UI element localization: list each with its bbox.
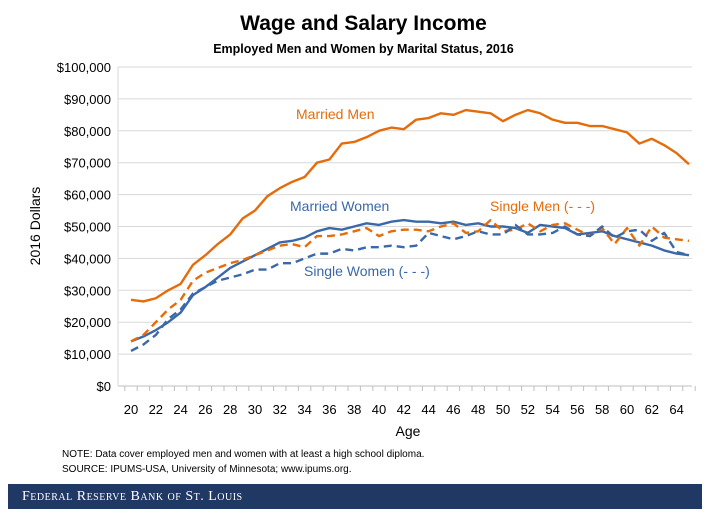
- x-tick-label: 38: [347, 402, 361, 417]
- chart-title: Wage and Salary Income: [240, 12, 487, 35]
- source-text: SOURCE: IPUMS-USA, University of Minneso…: [62, 464, 352, 475]
- y-tick-label: $60,000: [64, 188, 111, 203]
- x-tick-label: 26: [198, 402, 212, 417]
- x-tick-label: 34: [297, 402, 311, 417]
- y-tick-label: $80,000: [64, 124, 111, 139]
- x-axis-label: Age: [396, 423, 421, 439]
- footer-bar: Federal Reserve Bank of St. Louis: [8, 484, 702, 509]
- series-line-married-women: [130, 218, 690, 343]
- y-tick-label: $20,000: [64, 315, 111, 330]
- y-tick-label: $90,000: [64, 92, 111, 107]
- series-line-single-women: [130, 223, 690, 352]
- y-tick-label: $50,000: [64, 220, 111, 235]
- x-tick-label: 48: [471, 402, 485, 417]
- y-axis-label: 2016 Dollars: [27, 187, 43, 266]
- x-tick-label: 58: [595, 402, 609, 417]
- x-tick-label: 46: [446, 402, 460, 417]
- x-tick-label: 44: [421, 402, 435, 417]
- x-tick-label: 30: [248, 402, 262, 417]
- x-tick-label: 62: [645, 402, 659, 417]
- y-tick-label: $0: [97, 379, 111, 394]
- x-tick-label: 24: [173, 402, 187, 417]
- y-tick-label: $10,000: [64, 347, 111, 362]
- x-tick-label: 56: [570, 402, 584, 417]
- x-tick-label: 20: [124, 402, 138, 417]
- x-tick-label: 60: [620, 402, 634, 417]
- x-tick-label: 64: [669, 402, 683, 417]
- series-line-married-men: [130, 108, 690, 303]
- y-tick-label: $30,000: [64, 283, 111, 298]
- chart-subtitle: Employed Men and Women by Marital Status…: [213, 42, 514, 56]
- brand-logo-text: Federal Reserve Bank of St. Louis: [22, 489, 243, 504]
- x-tick-label: 50: [496, 402, 510, 417]
- x-tick-label: 42: [397, 402, 411, 417]
- x-tick-label: 28: [223, 402, 237, 417]
- note-text: NOTE: Data cover employed men and women …: [62, 449, 425, 460]
- series-label: Married Men: [296, 106, 375, 122]
- series-label: Married Women: [290, 198, 389, 214]
- x-tick-label: 22: [149, 402, 163, 417]
- x-tick-label: 52: [521, 402, 535, 417]
- x-tick-label: 32: [273, 402, 287, 417]
- x-tick-label: 36: [322, 402, 336, 417]
- line-chart: $0 $10,000 $20,000 $30,000 $40,000 $50,000 $60…: [27, 60, 696, 439]
- series-label: Single Men (- - -): [490, 198, 595, 214]
- series-line-single-men: [130, 218, 690, 343]
- x-tick-label: 40: [372, 402, 386, 417]
- series-label: Single Women (- - -): [304, 263, 430, 279]
- x-tick-label: 54: [545, 402, 559, 417]
- y-tick-label: $70,000: [64, 156, 111, 171]
- y-tick-label: $40,000: [64, 251, 111, 266]
- y-tick-label: $100,000: [57, 60, 111, 75]
